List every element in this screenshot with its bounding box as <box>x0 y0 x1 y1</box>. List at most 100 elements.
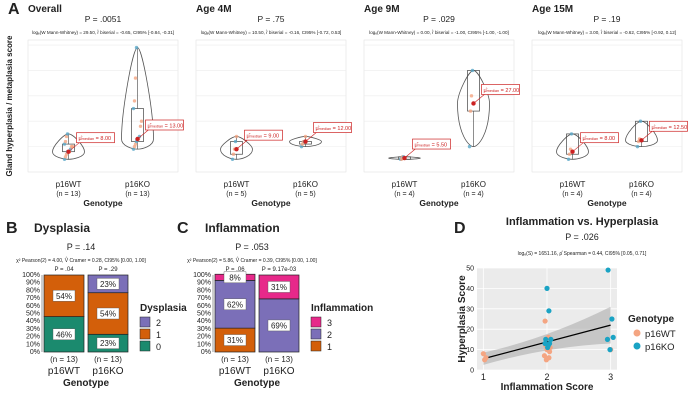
y-tick-label: 70% <box>26 295 40 302</box>
scatter-point <box>546 308 552 314</box>
violin-p-value: P = .19 <box>593 14 620 24</box>
x-axis-label: Genotype <box>63 378 110 389</box>
median-label-box <box>412 138 451 150</box>
violin-category-label: p16KO <box>293 180 318 189</box>
violin-plot-area <box>363 39 515 173</box>
column-p-value: P = .04 <box>54 267 74 273</box>
legend-label: 3 <box>327 318 332 328</box>
violin-p-value: P = .75 <box>257 14 284 24</box>
median-leader-line <box>473 93 486 104</box>
scatter-y-tick: 30 <box>466 306 474 313</box>
scatter-point <box>544 285 550 291</box>
violin-n-label: (n = 5) <box>295 191 315 198</box>
violin-plot-area <box>531 39 683 173</box>
segment-label-box <box>52 328 76 340</box>
scatter-y-tick: 20 <box>466 327 474 334</box>
segment-label-box <box>223 271 247 284</box>
median-leader-line <box>641 130 654 141</box>
median-leader-line <box>137 128 150 140</box>
median-leader-line <box>68 141 81 152</box>
scatter-point <box>542 318 548 324</box>
violin-point <box>133 76 138 80</box>
scatter-point <box>548 336 554 342</box>
violin-stat-text: logₑ(W Mann-Whitney) = 10.50, r̂ biseria… <box>201 29 342 35</box>
violin-category-label: p16KO <box>461 180 486 189</box>
violin-stat-text: logₑ(W Mann-Whitney) = 29.50, r̂ biseria… <box>32 29 174 35</box>
y-tick-label: 0% <box>201 349 211 356</box>
scatter-x-tick: 3 <box>608 372 613 382</box>
median-label-box <box>481 84 520 95</box>
violin-shape <box>556 133 589 160</box>
n-label: (n = 13) <box>50 355 78 364</box>
scatter-p-value: P = .026 <box>565 232 599 242</box>
x-axis-label: Genotype <box>234 378 281 389</box>
violin-n-label: (n = 13) <box>125 191 149 198</box>
violin-point <box>233 139 238 144</box>
legend-label: 0 <box>156 342 161 352</box>
violin-point <box>139 119 144 123</box>
y-tick-label: 40% <box>197 318 211 325</box>
violin-n-label: (n = 4) <box>463 191 483 198</box>
legend-swatch <box>310 340 322 352</box>
segment-label-box <box>223 298 247 310</box>
scatter-stat-text: logₑ(S) = 1651.16, ρ̂ Spearman = 0.44, C… <box>518 251 647 257</box>
violin-category-label: p16KO <box>629 180 654 189</box>
stacked-chart-title: Inflammation <box>205 221 280 235</box>
median-label: μ̂median = 27.00 <box>484 88 520 94</box>
violin-point <box>468 109 473 113</box>
violin-point <box>230 157 235 162</box>
segment-label-box <box>267 281 291 293</box>
violin-p-value: P = .0051 <box>85 14 122 24</box>
category-label: p16WT <box>48 366 80 377</box>
median-leader-line <box>404 147 417 159</box>
violin-x-label: Genotype <box>83 198 122 208</box>
scatter-point <box>605 267 611 273</box>
panel-a-letter: A <box>8 1 20 18</box>
segment-label: 54% <box>100 310 116 319</box>
median-label: μ̂median = 13.00 <box>148 124 184 130</box>
y-tick-label: 30% <box>197 326 211 333</box>
violin-category-label: p16KO <box>125 180 150 189</box>
stacked-p-value: P = .14 <box>67 242 96 252</box>
scatter-point <box>545 342 551 349</box>
median-label: μ̂median = 12.50 <box>652 125 688 131</box>
violin-shape <box>121 47 154 150</box>
violin-panel-title: Age 4M <box>196 4 232 15</box>
legend-swatch <box>139 328 151 340</box>
y-tick-label: 30% <box>26 326 40 333</box>
y-tick-label: 80% <box>26 287 40 294</box>
median-label: μ̂median = 8.00 <box>79 136 112 142</box>
panel-letter: C <box>177 220 189 237</box>
violin-point <box>567 152 572 156</box>
y-tick-label: 100% <box>193 272 211 279</box>
stacked-stat-text: χ² Pearson(2) = 4.00, V̂ Cramer = 0.28, … <box>16 257 146 264</box>
y-tick-label: 100% <box>22 272 40 279</box>
y-tick-label: 80% <box>197 287 211 294</box>
legend-label: 1 <box>156 330 161 340</box>
violin-point <box>638 119 643 123</box>
legend-label: 1 <box>327 342 332 352</box>
scatter-x-label: Inflammation Score <box>501 382 594 393</box>
violin-point <box>470 68 475 73</box>
violin-point <box>134 45 139 50</box>
median-leader-line <box>236 138 249 150</box>
median-label: μ̂median = 12.00 <box>316 126 352 132</box>
column-p-value: P = .06 <box>225 267 245 273</box>
y-tick-label: 10% <box>197 341 211 348</box>
scatter-point <box>610 334 616 340</box>
column-p-value: P = .29 <box>98 267 118 273</box>
violin-point <box>234 134 239 139</box>
segment-label-box <box>223 334 247 346</box>
violin-y-label: Gland hyperplasia / metaplasia score <box>5 35 14 177</box>
n-label: (n = 13) <box>221 355 249 364</box>
violin-point <box>303 134 308 139</box>
violin-n-label: (n = 4) <box>394 191 414 198</box>
violin-point <box>132 99 137 103</box>
scatter-point <box>543 336 549 342</box>
segment-label: 31% <box>271 283 287 292</box>
segment-label: 54% <box>56 292 72 301</box>
median-label-box <box>76 132 115 144</box>
segment-label: 8% <box>229 273 241 282</box>
violin-point <box>467 144 472 149</box>
